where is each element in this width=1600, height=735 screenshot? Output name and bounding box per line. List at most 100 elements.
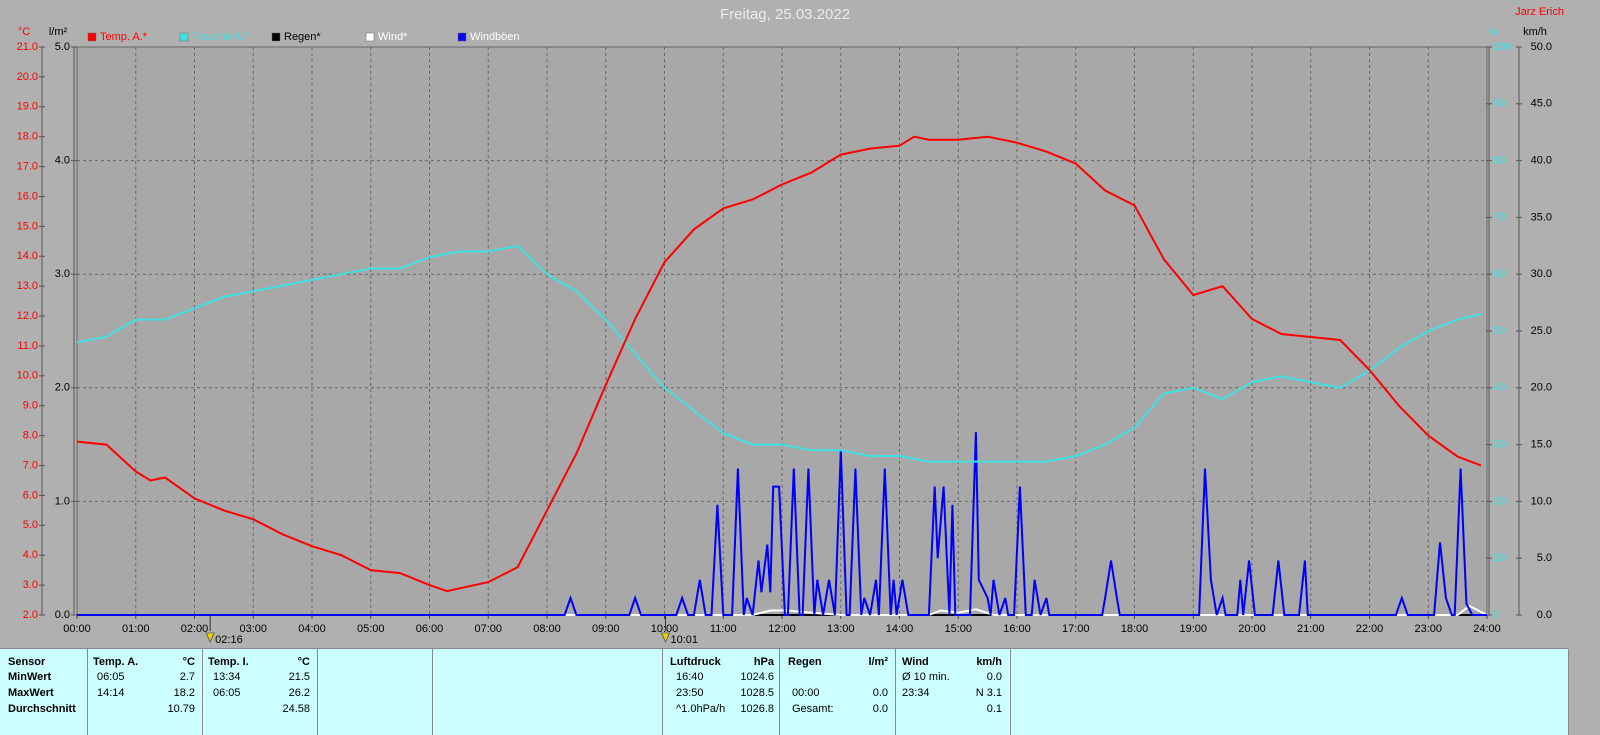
x-tick-label: 24:00 — [1473, 623, 1501, 635]
y-tick-label: 40 — [1493, 382, 1505, 394]
table-cell: 00:00 — [792, 687, 820, 699]
y-tick-label: 16.0 — [17, 190, 38, 202]
x-tick-label: 03:00 — [239, 623, 267, 635]
stats-table: Sensor Temp. A. °C Temp. I. °C Luftdruck hPa Re… — [0, 648, 1569, 735]
x-tick-label: 04:00 — [298, 623, 326, 635]
table-cell: 24.58 — [282, 703, 310, 715]
x-tick-label: 15:00 — [944, 623, 972, 635]
x-tick-label: 10:00 — [651, 623, 679, 635]
legend-label: Feuchte A.* — [192, 31, 250, 43]
x-tick-label: 12:00 — [768, 623, 796, 635]
chart-title: Freitag, 25.03.2022 — [720, 6, 850, 23]
table-cell: Sensor — [8, 656, 46, 668]
x-tick-label: 23:00 — [1414, 623, 1442, 635]
legend-swatch — [87, 32, 97, 42]
table-cell: Regen — [788, 656, 822, 668]
x-tick-label: 19:00 — [1179, 623, 1207, 635]
x-tick-label: 05:00 — [357, 623, 385, 635]
legend-swatch — [365, 32, 375, 42]
table-cell: l/m² — [868, 656, 888, 668]
table-cell: Ø 10 min. — [902, 671, 950, 683]
y-tick-label: 80 — [1493, 155, 1505, 167]
x-tick-label: 06:00 — [416, 623, 444, 635]
table-cell: °C — [182, 656, 195, 668]
table-divider — [317, 649, 318, 735]
y-tick-label: 10 — [1493, 552, 1505, 564]
series-line — [77, 432, 1487, 616]
author: Jarz Erich — [1515, 6, 1564, 18]
y-tick-label: 3.0 — [23, 579, 38, 591]
series-line — [76, 135, 1482, 593]
x-tick-label: 16:00 — [1003, 623, 1031, 635]
legend-swatch — [179, 32, 189, 42]
x-tick-label: 07:00 — [474, 623, 502, 635]
y-tick-label: 1.0 — [55, 495, 70, 507]
table-cell: 0.0 — [872, 703, 888, 715]
x-tick-label: 20:00 — [1238, 623, 1266, 635]
y-tick-label: 9.0 — [23, 400, 38, 412]
y-tick-label: 20.0 — [17, 71, 38, 83]
y-tick-label: 6.0 — [23, 489, 38, 501]
y-tick-label: 35.0 — [1531, 211, 1552, 223]
legend-label: Windböen — [470, 31, 520, 43]
axis-title: l/m² — [49, 26, 68, 38]
x-tick-label: 08:00 — [533, 623, 561, 635]
table-cell: 13:34 — [213, 671, 241, 683]
y-tick-label: 20 — [1493, 495, 1505, 507]
table-cell: Luftdruck — [670, 656, 721, 668]
x-tick-label: 13:00 — [827, 623, 855, 635]
y-tick-label: 10.0 — [17, 370, 38, 382]
y-tick-label: 45.0 — [1531, 98, 1552, 110]
table-divider — [779, 649, 780, 735]
legend-swatch — [271, 32, 281, 42]
y-tick-label: 0 — [1493, 609, 1499, 621]
y-tick-label: 2.0 — [55, 382, 70, 394]
y-tick-label: 10.0 — [1531, 495, 1552, 507]
y-tick-label: 30 — [1493, 439, 1505, 451]
annotation-label: 10:01 — [670, 634, 698, 646]
legend-label: Regen* — [284, 31, 321, 43]
y-tick-label: 21.0 — [17, 41, 38, 53]
y-tick-label: 15.0 — [17, 220, 38, 232]
table-cell: MaxWert — [8, 687, 54, 699]
y-tick-label: 70 — [1493, 211, 1505, 223]
x-tick-label: 21:00 — [1297, 623, 1325, 635]
table-divider — [662, 649, 663, 735]
y-tick-label: 4.0 — [55, 155, 70, 167]
table-cell: Durchschnitt — [8, 703, 76, 715]
y-tick-label: 15.0 — [1531, 439, 1552, 451]
x-tick-label: 17:00 — [1062, 623, 1090, 635]
y-tick-label: 100 — [1493, 41, 1511, 53]
x-tick-label: 14:00 — [886, 623, 914, 635]
y-tick-label: 0.0 — [55, 609, 70, 621]
table-cell: N 3.1 — [975, 687, 1002, 699]
axis-title: % — [1488, 26, 1498, 38]
x-tick-label: 18:00 — [1121, 623, 1149, 635]
table-cell: 06:05 — [97, 671, 125, 683]
table-cell: Temp. I. — [208, 656, 249, 668]
table-divider — [202, 649, 203, 735]
annotation-icon — [205, 632, 215, 643]
table-cell: °C — [297, 656, 310, 668]
legend-swatch — [457, 32, 467, 42]
y-tick-label: 90 — [1493, 98, 1505, 110]
table-cell: 26.2 — [288, 687, 310, 699]
y-tick-label: 3.0 — [55, 268, 70, 280]
y-tick-label: 5.0 — [1537, 552, 1552, 564]
y-tick-label: 12.0 — [17, 310, 38, 322]
table-cell: 06:05 — [213, 687, 241, 699]
x-tick-label: 09:00 — [592, 623, 620, 635]
y-tick-label: 0.0 — [1537, 609, 1552, 621]
y-tick-label: 14.0 — [17, 250, 38, 262]
series-line — [76, 244, 1482, 463]
x-tick-label: 22:00 — [1356, 623, 1384, 635]
table-divider — [1568, 649, 1569, 735]
y-tick-label: 17.0 — [17, 160, 38, 172]
table-cell: 1028.5 — [740, 687, 774, 699]
table-cell: Wind — [902, 656, 929, 668]
table-cell: 18.2 — [173, 687, 195, 699]
y-tick-label: 19.0 — [17, 101, 38, 113]
table-cell: ^1.0hPa/h — [676, 703, 726, 715]
y-tick-label: 5.0 — [23, 519, 38, 531]
table-cell: 16:40 — [676, 671, 704, 683]
